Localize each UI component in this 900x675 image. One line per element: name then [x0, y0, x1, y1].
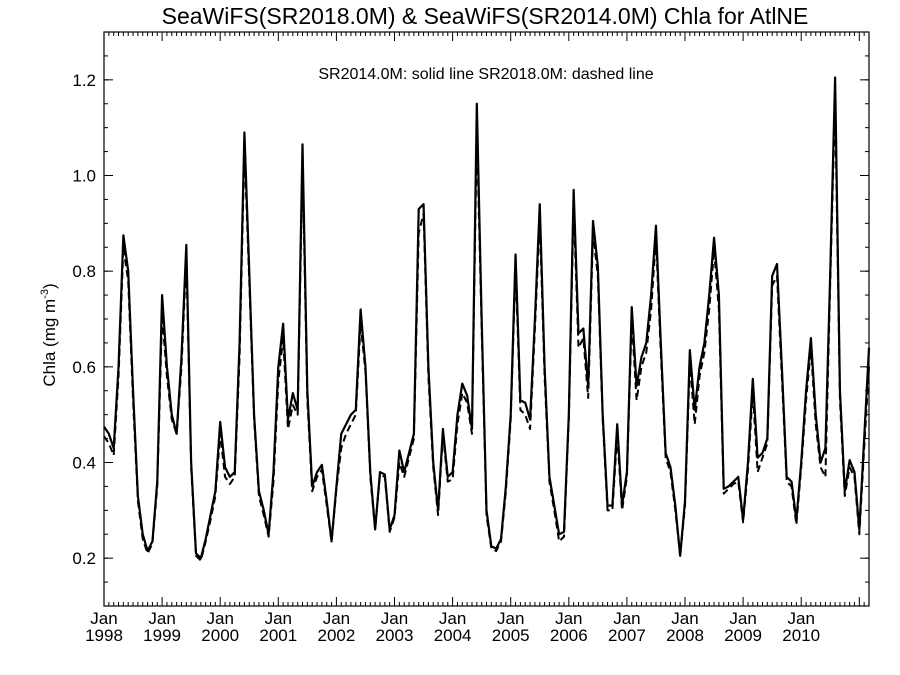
series-line-dashed	[103, 97, 870, 562]
x-tick-label-year: 1998	[85, 626, 123, 645]
x-tick-label-year: 2005	[492, 626, 530, 645]
x-tick-label-month: Jan	[729, 609, 756, 628]
x-tick-label-year: 2001	[259, 626, 297, 645]
x-tick-label-month: Jan	[439, 609, 466, 628]
x-tick-label-year: 2000	[201, 626, 239, 645]
x-axis: Jan1998Jan1999Jan2000Jan2001Jan2002Jan20…	[85, 32, 870, 645]
x-tick-label-year: 2003	[376, 626, 414, 645]
x-tick-label-month: Jan	[265, 609, 292, 628]
series-layer	[103, 76, 871, 562]
legend-annotation: SR2014.0M: solid line SR2018.0M: dashed …	[318, 66, 653, 83]
x-tick-label-month: Jan	[788, 609, 815, 628]
x-tick-label-month: Jan	[148, 609, 175, 628]
y-tick-label: 0.6	[72, 358, 96, 377]
x-tick-label-year: 1999	[143, 626, 181, 645]
x-tick-label-year: 2002	[317, 626, 355, 645]
x-tick-label-month: Jan	[381, 609, 408, 628]
y-tick-label: 1.2	[72, 71, 96, 90]
x-tick-label-month: Jan	[323, 609, 350, 628]
x-tick-label-month: Jan	[206, 609, 233, 628]
x-tick-label-month: Jan	[90, 609, 117, 628]
x-tick-label-year: 2008	[666, 626, 704, 645]
y-tick-label: 0.4	[72, 454, 96, 473]
x-tick-label-month: Jan	[555, 609, 582, 628]
series-line-solid	[103, 76, 871, 560]
x-tick-label-month: Jan	[671, 609, 698, 628]
x-tick-label-year: 2006	[550, 626, 588, 645]
y-axis: 0.2 0.4 0.6 0.8 1.0 1.2	[72, 31, 869, 607]
x-tick-label-year: 2007	[608, 626, 646, 645]
chart-title: SeaWiFS(SR2018.0M) & SeaWiFS(SR2014.0M) …	[162, 3, 809, 29]
x-tick-label-year: 2010	[782, 626, 820, 645]
x-tick-label-year: 2009	[724, 626, 762, 645]
y-tick-label: 0.8	[72, 262, 96, 281]
x-tick-label-month: Jan	[497, 609, 524, 628]
x-tick-label-year: 2004	[434, 626, 472, 645]
x-tick-label-month: Jan	[613, 609, 640, 628]
y-axis-label: Chla (mg m-3)	[39, 283, 59, 386]
y-tick-label: 1.0	[72, 167, 96, 186]
y-tick-label: 0.2	[72, 549, 96, 568]
